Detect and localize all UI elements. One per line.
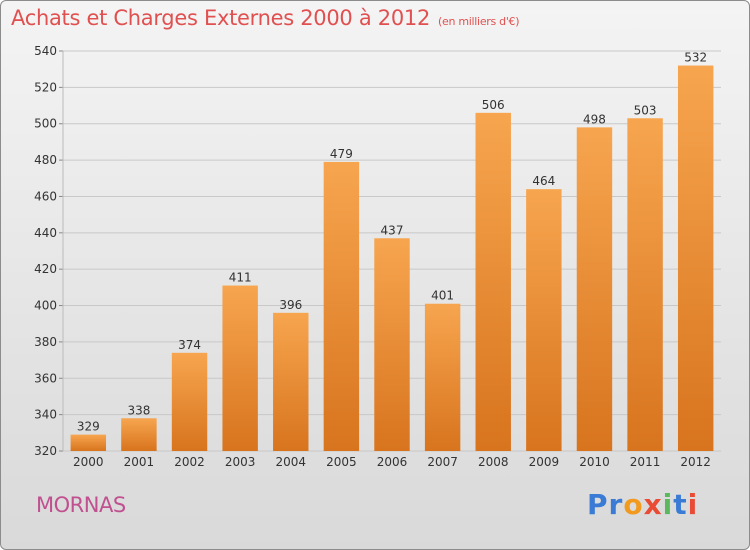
x-tick-label-2012: 2012 (680, 455, 711, 469)
y-tick-label: 420 (34, 262, 57, 276)
y-tick-label: 440 (34, 226, 57, 240)
y-tick-label: 360 (34, 371, 57, 385)
x-tick-label-2002: 2002 (174, 455, 205, 469)
bar-2010 (576, 127, 613, 451)
x-tick-label-2003: 2003 (225, 455, 256, 469)
chart-title: Achats et Charges Externes 2000 à 2012 (e… (11, 6, 520, 30)
bar-2004 (273, 312, 309, 451)
y-tick-label: 380 (34, 335, 57, 349)
bar-2005 (323, 161, 360, 451)
logo-letter: i (687, 488, 699, 521)
x-tick-label-2009: 2009 (529, 455, 560, 469)
y-tick-label: 520 (34, 80, 57, 94)
x-tick-label-2006: 2006 (377, 455, 408, 469)
y-tick-label: 540 (34, 44, 57, 58)
y-tick-label: 400 (34, 299, 57, 313)
x-tick-label-2004: 2004 (275, 455, 306, 469)
x-tick-label-2010: 2010 (579, 455, 610, 469)
city-name: MORNAS (36, 493, 126, 517)
data-label-2012: 532 (684, 51, 707, 65)
x-tick-label-2007: 2007 (427, 455, 458, 469)
data-label-2006: 437 (381, 223, 404, 237)
y-tick-label: 500 (34, 117, 57, 131)
data-label-2003: 411 (229, 271, 252, 285)
x-tick-label-2000: 2000 (73, 455, 104, 469)
data-label-2005: 479 (330, 147, 353, 161)
bar-2007 (424, 303, 461, 451)
data-label-2002: 374 (178, 338, 201, 352)
bar-2001 (121, 418, 157, 451)
y-axis-ticks: 320 340 360 380 400 420 440 460 480 500 520 540 (34, 44, 64, 458)
logo-letter: r (608, 488, 624, 521)
bars (70, 65, 714, 452)
y-tick-label: 460 (34, 189, 57, 203)
data-label-2007: 401 (431, 289, 454, 303)
x-tick-label-2008: 2008 (478, 455, 509, 469)
x-tick-label-2005: 2005 (326, 455, 357, 469)
bar-2006 (374, 238, 410, 451)
data-labels: 329 338 374 411 396 479 437 401 506 464 498 503 532 (77, 51, 707, 434)
y-tick-label: 480 (34, 153, 57, 167)
y-tick-label: 340 (34, 408, 57, 422)
data-label-2001: 338 (127, 403, 150, 417)
bar-2000 (70, 434, 107, 451)
proxiti-logo: Proxiti (587, 488, 698, 521)
y-tick-label: 320 (34, 444, 57, 458)
x-tick-label-2001: 2001 (124, 455, 155, 469)
data-label-2000: 329 (77, 420, 100, 434)
data-label-2009: 464 (532, 174, 555, 188)
logo-letter: P (587, 488, 609, 521)
bar-2011 (627, 118, 663, 451)
bar-2012 (677, 65, 714, 451)
bar-2002 (171, 352, 208, 451)
logo-letter: o (623, 488, 644, 521)
bar-2003 (222, 285, 258, 451)
data-label-2010: 498 (583, 112, 606, 126)
x-tick-label-2011: 2011 (630, 455, 661, 469)
chart-subtitle: (en milliers d'€) (438, 15, 520, 28)
logo-letter: i (662, 488, 674, 521)
data-label-2004: 396 (279, 298, 302, 312)
bar-2009 (526, 189, 562, 451)
bar-2008 (475, 112, 511, 452)
logo-letter: x (643, 488, 663, 521)
data-label-2008: 506 (482, 98, 505, 112)
logo-letter: t (673, 488, 688, 521)
x-axis-ticks: 2000 2001 2002 2003 2004 2005 2006 2007 2008 2009… (73, 455, 711, 469)
chart-title-text: Achats et Charges Externes 2000 à 2012 (11, 6, 431, 30)
data-label-2011: 503 (634, 103, 657, 117)
